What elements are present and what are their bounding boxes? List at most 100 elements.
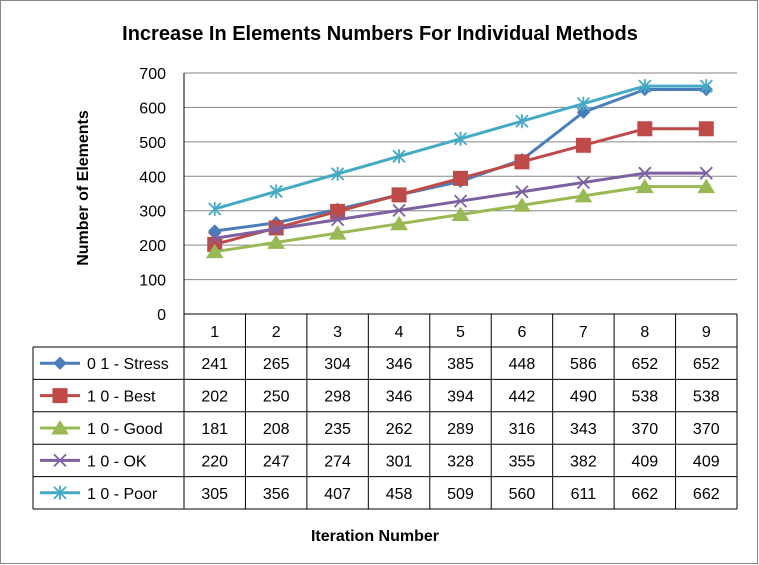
legend-key: [40, 356, 80, 370]
table-value: 385: [447, 356, 474, 373]
data-point: [515, 114, 529, 129]
data-point: [267, 234, 286, 249]
table-value: 220: [201, 453, 228, 470]
data-point: [330, 213, 345, 227]
table-value: 346: [386, 356, 413, 373]
table-value: 662: [631, 486, 658, 503]
table-value: 586: [570, 356, 597, 373]
data-point: [699, 166, 713, 180]
table-value: 289: [447, 421, 474, 438]
table-value: 298: [324, 389, 351, 406]
data-point: [269, 184, 283, 199]
legend-key: [40, 485, 80, 500]
table-value: 409: [693, 453, 720, 470]
data-point: [699, 79, 713, 94]
data-point: [453, 131, 468, 146]
series-name: 1 0 - OK: [87, 453, 147, 470]
data-point: [513, 197, 531, 212]
series-name: 1 0 - Poor: [87, 486, 158, 503]
y-tick-label: 400: [139, 169, 166, 186]
data-table: 1 2 3 4 5 6 7 8 9 0 1 - Stress 241 265 304 346 385 448 5…: [32, 73, 738, 510]
y-tick-label: 200: [139, 238, 166, 255]
y-tick-label: 600: [139, 100, 166, 117]
data-point: [576, 96, 591, 111]
table-value: 235: [324, 421, 351, 438]
series-name: 1 0 - Good: [87, 421, 163, 438]
legend-key: [40, 453, 80, 468]
y-tick-label: 100: [139, 273, 166, 290]
data-point: [575, 137, 591, 153]
data-point: [515, 185, 529, 199]
table-value: 538: [693, 389, 720, 406]
table-value: 247: [263, 453, 290, 470]
table-value: 652: [631, 356, 658, 373]
data-point: [330, 166, 345, 181]
data-point: [392, 149, 406, 164]
x-axis-title: Iteration Number: [311, 528, 439, 545]
table-value: 274: [324, 453, 351, 470]
table-value: 355: [509, 453, 536, 470]
table-value: 262: [386, 421, 413, 438]
data-point: [576, 175, 591, 190]
data-point: [53, 485, 67, 500]
table-value: 407: [324, 486, 351, 503]
table-value: 662: [693, 486, 720, 503]
table-value: 181: [201, 421, 228, 438]
data-point: [51, 420, 69, 435]
table-value: 560: [509, 486, 536, 503]
x-tick-label: 3: [333, 324, 342, 341]
table-value: 202: [201, 389, 228, 406]
table-value: 458: [386, 486, 413, 503]
x-tick-label: 7: [579, 324, 588, 341]
table-value: 409: [631, 453, 658, 470]
data-point: [638, 166, 652, 180]
data-point: [330, 203, 346, 219]
data-point: [576, 105, 591, 119]
table-value: 316: [509, 421, 536, 438]
x-tick-label: 9: [702, 324, 711, 341]
data-point: [453, 170, 468, 186]
y-axis-ticks: 0 100 200 300 400 500 600 700: [139, 66, 166, 324]
table-value: 448: [509, 356, 536, 373]
series-name: 0 1 - Stress: [87, 356, 169, 373]
x-tick-label: 6: [517, 324, 526, 341]
table-value: 509: [447, 486, 474, 503]
series-name: 1 0 - Best: [87, 389, 156, 406]
data-point: [53, 356, 67, 370]
data-point: [392, 203, 406, 218]
data-point: [52, 388, 68, 404]
x-tick-label: 5: [456, 324, 465, 341]
table-value: 208: [263, 421, 290, 438]
table-value: 370: [631, 421, 658, 438]
table-value: 356: [263, 486, 290, 503]
legend-key: [40, 420, 80, 435]
data-point: [390, 215, 408, 231]
table-value: 343: [570, 421, 597, 438]
y-axis-title: Number of Elements: [75, 110, 92, 266]
data-point: [391, 187, 407, 203]
table-value: 382: [570, 453, 597, 470]
table-value: 490: [570, 389, 597, 406]
data-point: [574, 187, 593, 203]
x-tick-label: 8: [640, 324, 649, 341]
data-point: [269, 222, 283, 236]
data-point: [453, 194, 468, 208]
table-value: 305: [201, 486, 228, 503]
x-tick-label: 1: [210, 324, 219, 341]
table-value: 250: [263, 389, 290, 406]
data-point: [514, 154, 530, 170]
table-value: 265: [263, 356, 290, 373]
data-point: [697, 178, 716, 194]
data-point: [205, 243, 224, 259]
x-tick-label: 4: [395, 324, 404, 341]
data-point: [698, 121, 714, 137]
table-value: 442: [509, 389, 536, 406]
table-value: 394: [447, 389, 474, 406]
data-point: [208, 201, 222, 216]
data-point: [637, 121, 653, 137]
x-tick-label: 2: [272, 324, 281, 341]
table-value: 241: [201, 356, 228, 373]
data-point: [328, 225, 347, 240]
chart-title: Increase In Elements Numbers For Individ…: [122, 23, 638, 45]
